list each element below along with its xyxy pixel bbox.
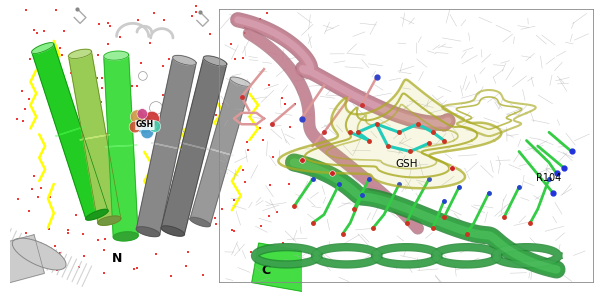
Polygon shape <box>98 216 121 225</box>
Ellipse shape <box>13 238 66 270</box>
Polygon shape <box>190 79 250 225</box>
Polygon shape <box>173 55 196 65</box>
Circle shape <box>129 121 141 133</box>
Polygon shape <box>104 51 128 60</box>
Circle shape <box>137 109 148 119</box>
Polygon shape <box>80 135 110 140</box>
Circle shape <box>134 115 153 133</box>
Polygon shape <box>179 142 209 150</box>
Polygon shape <box>230 77 251 86</box>
Circle shape <box>141 126 154 139</box>
Polygon shape <box>104 55 138 237</box>
Polygon shape <box>68 52 121 223</box>
Polygon shape <box>161 226 184 236</box>
Circle shape <box>139 72 147 80</box>
Polygon shape <box>105 145 137 147</box>
Circle shape <box>149 102 163 114</box>
Polygon shape <box>136 227 160 237</box>
Text: GSH: GSH <box>136 121 154 129</box>
Polygon shape <box>207 148 233 156</box>
Polygon shape <box>136 58 196 234</box>
Circle shape <box>130 110 145 124</box>
Polygon shape <box>32 44 108 218</box>
Polygon shape <box>68 49 91 58</box>
Text: N: N <box>112 252 122 265</box>
Polygon shape <box>55 127 85 136</box>
Circle shape <box>149 121 161 132</box>
Polygon shape <box>151 143 181 149</box>
Polygon shape <box>86 209 108 220</box>
Circle shape <box>160 120 170 131</box>
Text: GSH: GSH <box>395 159 418 169</box>
Polygon shape <box>161 58 227 234</box>
Polygon shape <box>113 232 138 241</box>
Text: C: C <box>261 264 270 277</box>
Polygon shape <box>203 56 227 66</box>
Polygon shape <box>190 217 210 227</box>
Text: R104: R104 <box>536 173 561 182</box>
Polygon shape <box>0 235 44 290</box>
Polygon shape <box>252 243 316 292</box>
Polygon shape <box>310 253 316 292</box>
Polygon shape <box>32 43 54 53</box>
Circle shape <box>145 111 160 126</box>
Polygon shape <box>278 80 502 188</box>
